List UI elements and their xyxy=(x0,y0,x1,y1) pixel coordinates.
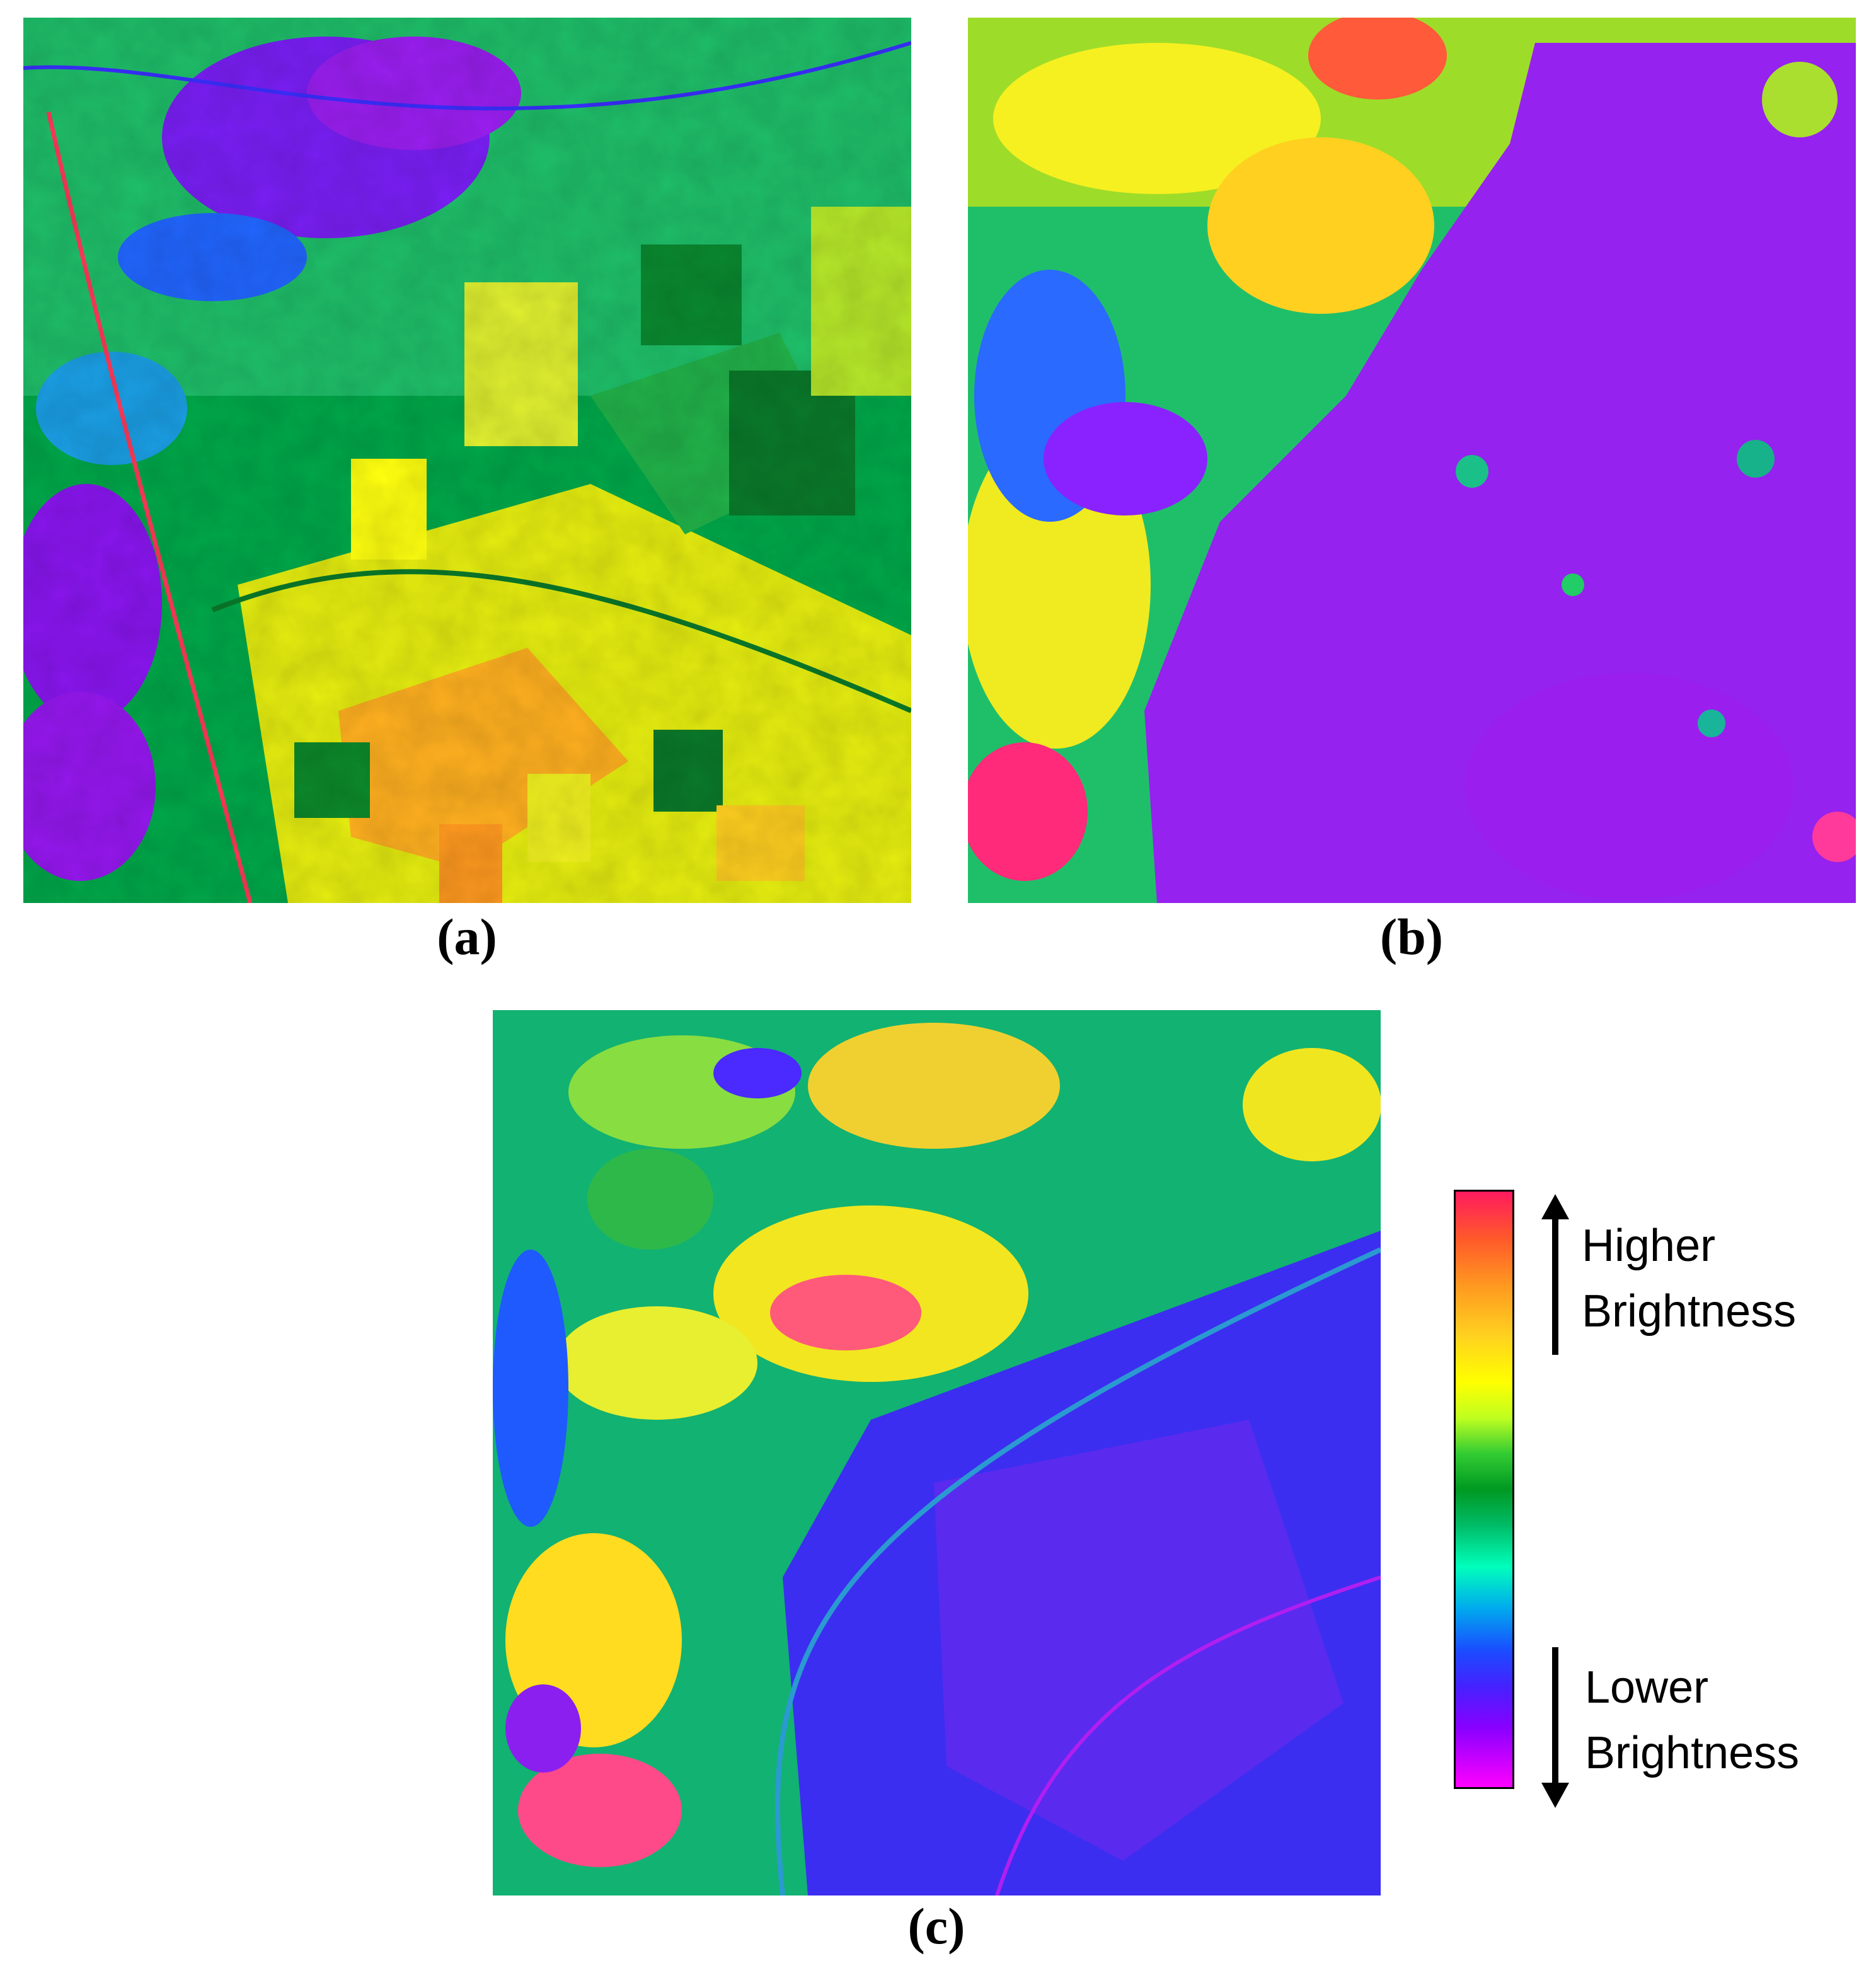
lower-brightness-label: Lower Brightness xyxy=(1585,1655,1799,1786)
brightness-map-a xyxy=(23,18,911,903)
lower-label-line1: Lower xyxy=(1585,1662,1709,1713)
brightness-colorbar xyxy=(1454,1190,1514,1789)
higher-label-line1: Higher xyxy=(1582,1221,1716,1271)
brightness-map-c xyxy=(493,1010,1381,1895)
arrow-up-icon xyxy=(1541,1194,1569,1355)
brightness-map-a-image xyxy=(23,18,911,903)
higher-label-line2: Brightness xyxy=(1582,1286,1797,1337)
brightness-map-b-image xyxy=(968,18,1856,903)
brightness-map-b xyxy=(968,18,1856,903)
caption-b: (b) xyxy=(1379,908,1444,965)
higher-brightness-label: Higher Brightness xyxy=(1582,1213,1796,1344)
caption-a: (a) xyxy=(437,908,497,965)
brightness-map-c-image xyxy=(493,1010,1381,1895)
arrow-down-icon xyxy=(1541,1647,1569,1808)
caption-c: (c) xyxy=(907,1897,965,1955)
lower-label-line2: Brightness xyxy=(1585,1728,1800,1778)
